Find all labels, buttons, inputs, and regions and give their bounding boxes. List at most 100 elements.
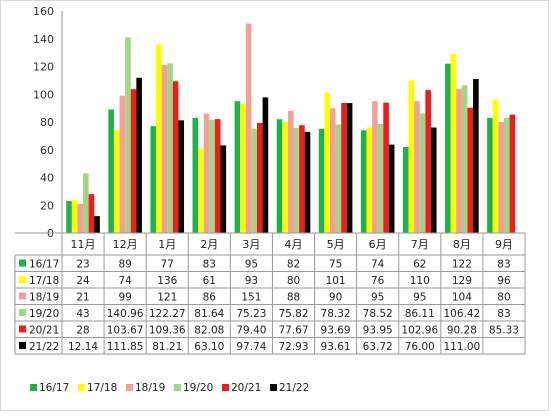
table-cell-value: 95 [245, 259, 258, 271]
legend-key [30, 384, 37, 391]
bar-17-18-5 [240, 103, 246, 234]
legend-key [126, 384, 133, 391]
table-cell-value: 81.64 [194, 308, 224, 320]
x-category-label: 5月 [327, 238, 345, 251]
bar-18-19-7 [329, 108, 336, 234]
table-cell-value: 77.67 [278, 325, 308, 337]
bar-19-20-4 [209, 119, 215, 233]
bars [66, 23, 516, 234]
bar-18-19-5 [245, 23, 252, 233]
bar-20-21-1 [88, 194, 95, 233]
bar-17-18-3 [156, 44, 162, 233]
table-cell-value: 103.67 [107, 325, 144, 337]
table-cell-value: 61 [203, 275, 216, 287]
legend-label: 20/21 [231, 382, 261, 394]
table-cell-value: 88 [287, 292, 300, 304]
table-cell-value: 95 [413, 292, 426, 304]
legend-label: 17/18 [87, 382, 117, 394]
bar-16-17-6 [276, 119, 283, 233]
bar-20-21-9 [425, 90, 431, 233]
table-series-name: 20/21 [29, 325, 59, 337]
table-cell-value: 77 [161, 259, 174, 271]
bar-16-17-9 [402, 146, 409, 233]
table-cell-value: 86.11 [405, 308, 435, 320]
bar-19-20-2 [125, 37, 131, 233]
bar-17-18-8 [366, 127, 373, 233]
bar-16-17-11 [487, 117, 493, 233]
legend-label: 21/22 [279, 382, 309, 394]
bar-19-20-9 [419, 113, 426, 233]
table-cell-value: 76.00 [405, 341, 435, 353]
bar-21-22-5 [262, 97, 269, 233]
bar-21-22-1 [94, 216, 100, 233]
table-cell-value: 102.96 [401, 325, 438, 337]
table-cell-value: 111.85 [107, 341, 144, 353]
table-cell-value: 62 [413, 259, 426, 271]
y-tick-label: 40 [40, 172, 54, 185]
table-cell-value: 78.52 [363, 308, 393, 320]
table-cell-value: 75.23 [236, 308, 266, 320]
x-category-label: 8月 [453, 238, 471, 251]
table-cell-value: 104 [452, 292, 472, 304]
table-cell-value: 28 [76, 325, 89, 337]
table-cell-value: 63.10 [194, 341, 224, 353]
table-cell-value: 93.61 [321, 341, 351, 353]
table-cell-value: 83 [203, 259, 216, 271]
bar-16-17-1 [66, 201, 72, 233]
bar-19-20-5 [251, 128, 258, 233]
table-cell-value: 121 [157, 292, 177, 304]
table-cell-value: 76 [371, 275, 385, 287]
table-cell-value: 110 [410, 275, 430, 287]
y-tick-label: 20 [40, 199, 54, 212]
table-cell-value: 75 [329, 259, 342, 271]
legend: 16/17 17/18 18/19 19/20 20/21 21/22 [30, 382, 309, 394]
bar-20-21-5 [257, 122, 263, 233]
bar-19-20-8 [377, 124, 384, 233]
legend-label: 19/20 [183, 382, 213, 394]
x-category-label: 9月 [495, 238, 513, 251]
table-cell-value: 23 [76, 259, 89, 271]
bar-16-17-2 [108, 109, 114, 233]
table-series-key [19, 325, 26, 333]
table-cell-value: 63.72 [363, 341, 393, 353]
bar-21-22-7 [346, 103, 353, 234]
table-series-key [19, 342, 26, 349]
table-cell-value: 129 [452, 275, 472, 287]
table-cell-value: 82 [287, 259, 300, 271]
x-category-label: 11月 [71, 238, 96, 251]
table-series-key [19, 276, 26, 283]
table-series-key [19, 309, 26, 316]
table-cell-value: 93 [245, 275, 258, 287]
bar-20-21-8 [383, 102, 389, 233]
bar-18-19-6 [287, 110, 294, 233]
bar-21-22-10 [473, 78, 479, 234]
table-cell-value: 122.27 [149, 308, 186, 320]
table-cell-value: 89 [118, 259, 131, 271]
legend-key [270, 384, 277, 391]
table-cell-value: 43 [76, 308, 89, 320]
x-category-label: 1月 [158, 238, 176, 251]
y-tick-label: 80 [40, 116, 54, 129]
table-cell-value: 85.33 [489, 325, 519, 337]
table-cell-value: 109.36 [149, 325, 186, 337]
table-cell-value: 106.42 [443, 308, 480, 320]
bar-18-19-8 [372, 101, 378, 233]
table-cell-value: 83 [497, 259, 510, 271]
table-cell-value: 74 [118, 275, 132, 287]
table-cell-value: 86 [203, 292, 217, 304]
table-cell-value: 12.14 [68, 341, 98, 353]
bar-17-18-1 [71, 199, 78, 233]
table-cell-value: 101 [326, 275, 346, 287]
bar-17-18-9 [408, 80, 415, 234]
table-cell-value: 90.28 [447, 325, 477, 337]
bar-19-20-10 [461, 85, 468, 233]
table-cell-value: 151 [241, 292, 261, 304]
table-cell-value: 80 [287, 275, 300, 287]
table-cell-value: 74 [371, 259, 385, 271]
bar-17-18-6 [282, 122, 288, 233]
table-cell-value: 81.21 [152, 341, 182, 353]
x-category-label: 2月 [200, 238, 218, 251]
bar-20-21-10 [467, 107, 474, 233]
